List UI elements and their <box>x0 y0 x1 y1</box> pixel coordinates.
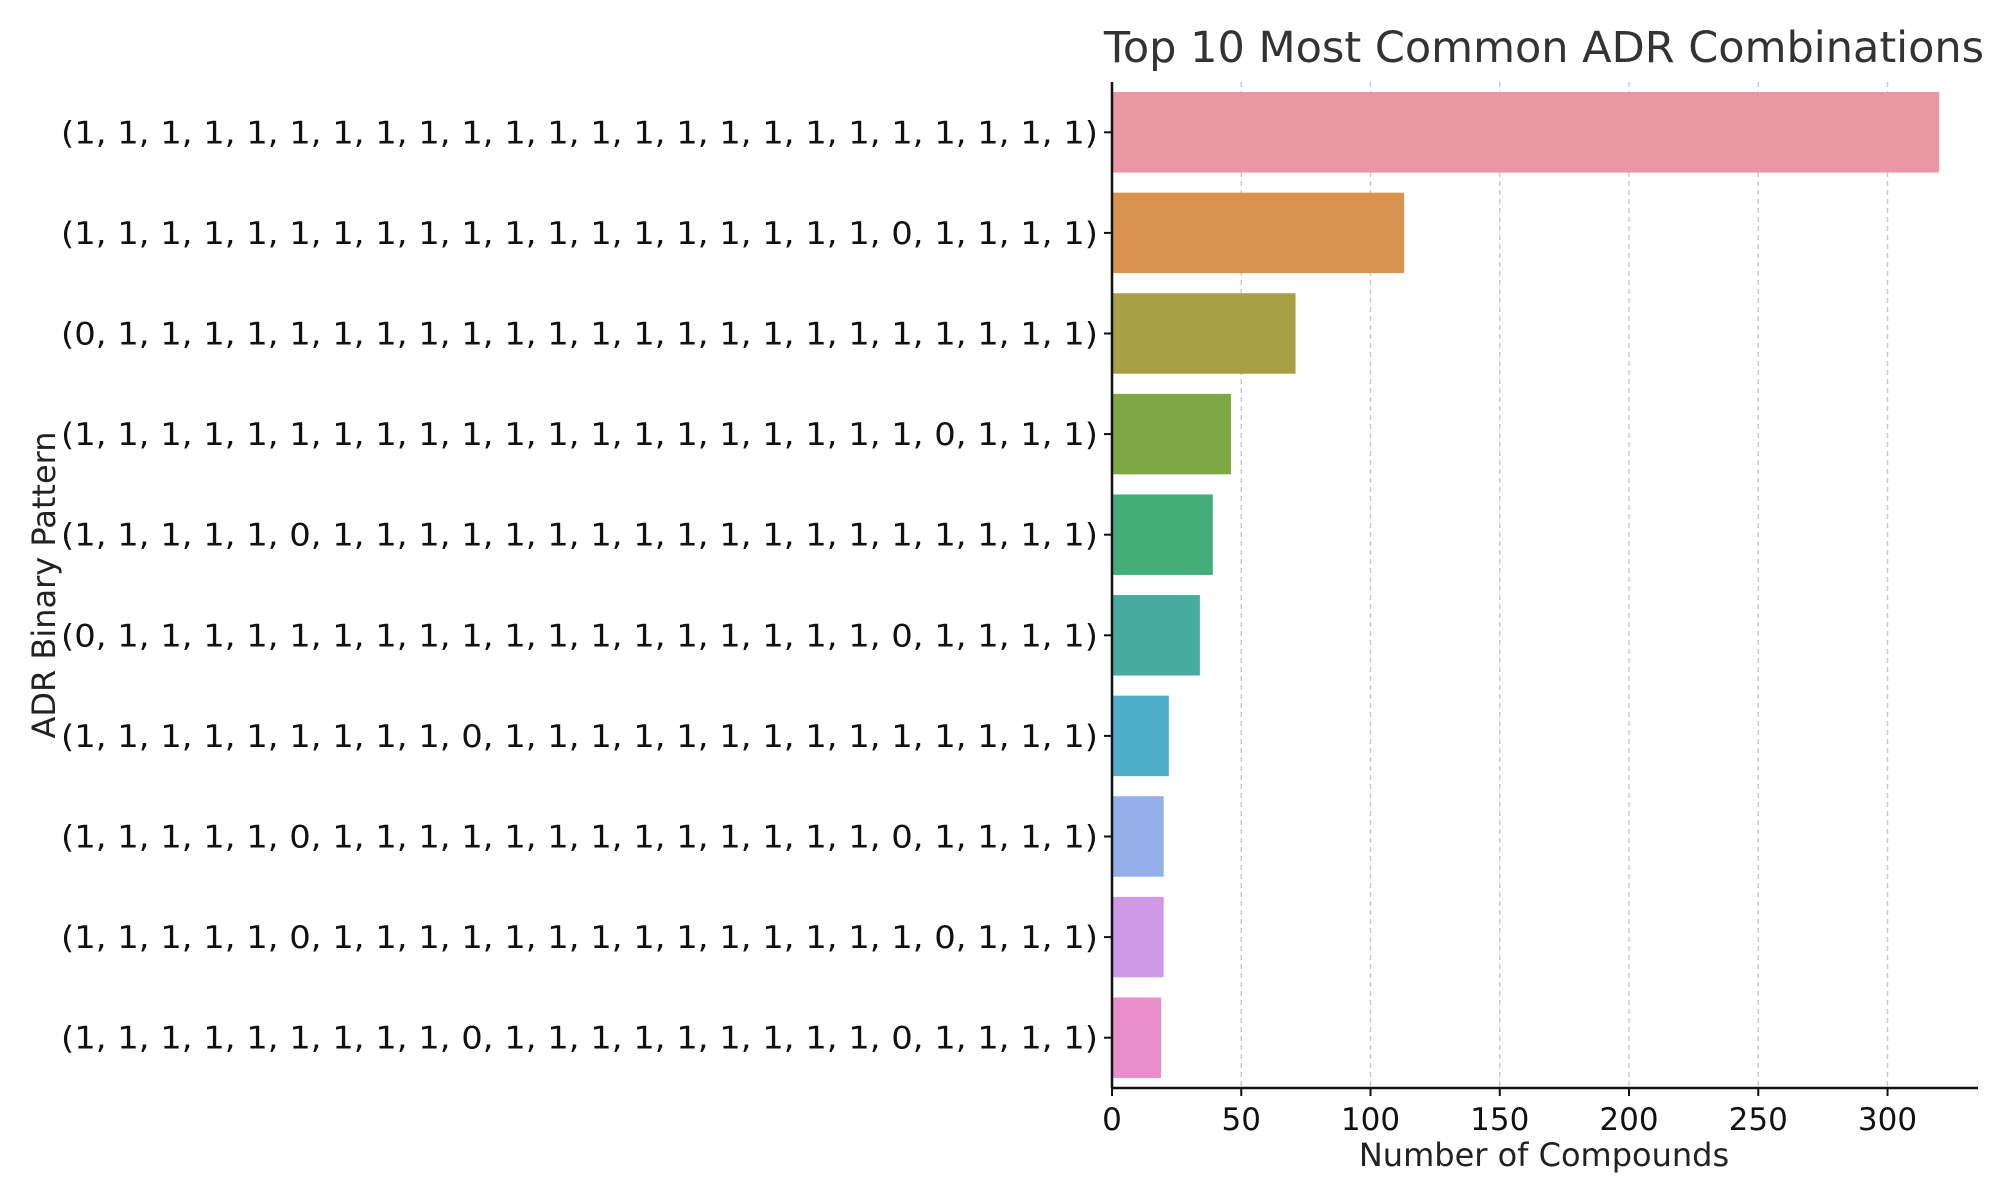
bar <box>1112 997 1162 1078</box>
x-tick-label: 250 <box>1729 1102 1788 1138</box>
bar <box>1112 393 1231 475</box>
y-tick-label: (1, 1, 1, 1, 1, 1, 1, 1, 1, 0, 1, 1, 1, … <box>61 1021 1098 1057</box>
x-tick-label: 50 <box>1222 1102 1261 1138</box>
bar <box>1112 595 1200 676</box>
y-tick-label: (0, 1, 1, 1, 1, 1, 1, 1, 1, 1, 1, 1, 1, … <box>61 618 1098 654</box>
y-tick-label: (1, 1, 1, 1, 1, 1, 1, 1, 1, 1, 1, 1, 1, … <box>61 417 1098 453</box>
x-tick-label: 100 <box>1341 1102 1400 1138</box>
y-axis-label: ADR Binary Pattern <box>25 431 63 738</box>
y-tick-label: (1, 1, 1, 1, 1, 0, 1, 1, 1, 1, 1, 1, 1, … <box>61 920 1098 956</box>
y-tick-label: (0, 1, 1, 1, 1, 1, 1, 1, 1, 1, 1, 1, 1, … <box>61 317 1098 353</box>
x-axis-label: Number of Compounds <box>1359 1136 1729 1174</box>
x-tick-label: 300 <box>1858 1102 1917 1138</box>
grid-lines <box>1240 82 1889 1088</box>
y-tick-label: (1, 1, 1, 1, 1, 1, 1, 1, 1, 1, 1, 1, 1, … <box>61 115 1098 151</box>
bar <box>1112 494 1213 575</box>
bar <box>1112 695 1169 777</box>
ticks: 0 50 100 150 200 250 300 (1, 1, 1, 1, 1, 1, 1, … <box>61 115 1917 1138</box>
x-tick-label: 150 <box>1470 1102 1529 1138</box>
y-tick-label: (1, 1, 1, 1, 1, 1, 1, 1, 1, 1, 1, 1, 1, … <box>61 216 1098 252</box>
bar <box>1112 92 1940 173</box>
bar <box>1112 896 1164 978</box>
x-tick-label: 0 <box>1102 1102 1122 1138</box>
bars <box>1112 92 1940 1078</box>
y-tick-label: (1, 1, 1, 1, 1, 0, 1, 1, 1, 1, 1, 1, 1, … <box>61 518 1098 554</box>
bar <box>1112 192 1405 274</box>
y-tick-label: (1, 1, 1, 1, 1, 1, 1, 1, 1, 0, 1, 1, 1, … <box>61 719 1098 755</box>
axes <box>1110 82 1978 1090</box>
bar <box>1112 293 1296 374</box>
chart-title: Top 10 Most Common ADR Combinations <box>1103 23 1984 73</box>
bar <box>1112 796 1164 877</box>
x-tick-label: 200 <box>1599 1102 1658 1138</box>
y-tick-label: (1, 1, 1, 1, 1, 0, 1, 1, 1, 1, 1, 1, 1, … <box>61 820 1098 856</box>
